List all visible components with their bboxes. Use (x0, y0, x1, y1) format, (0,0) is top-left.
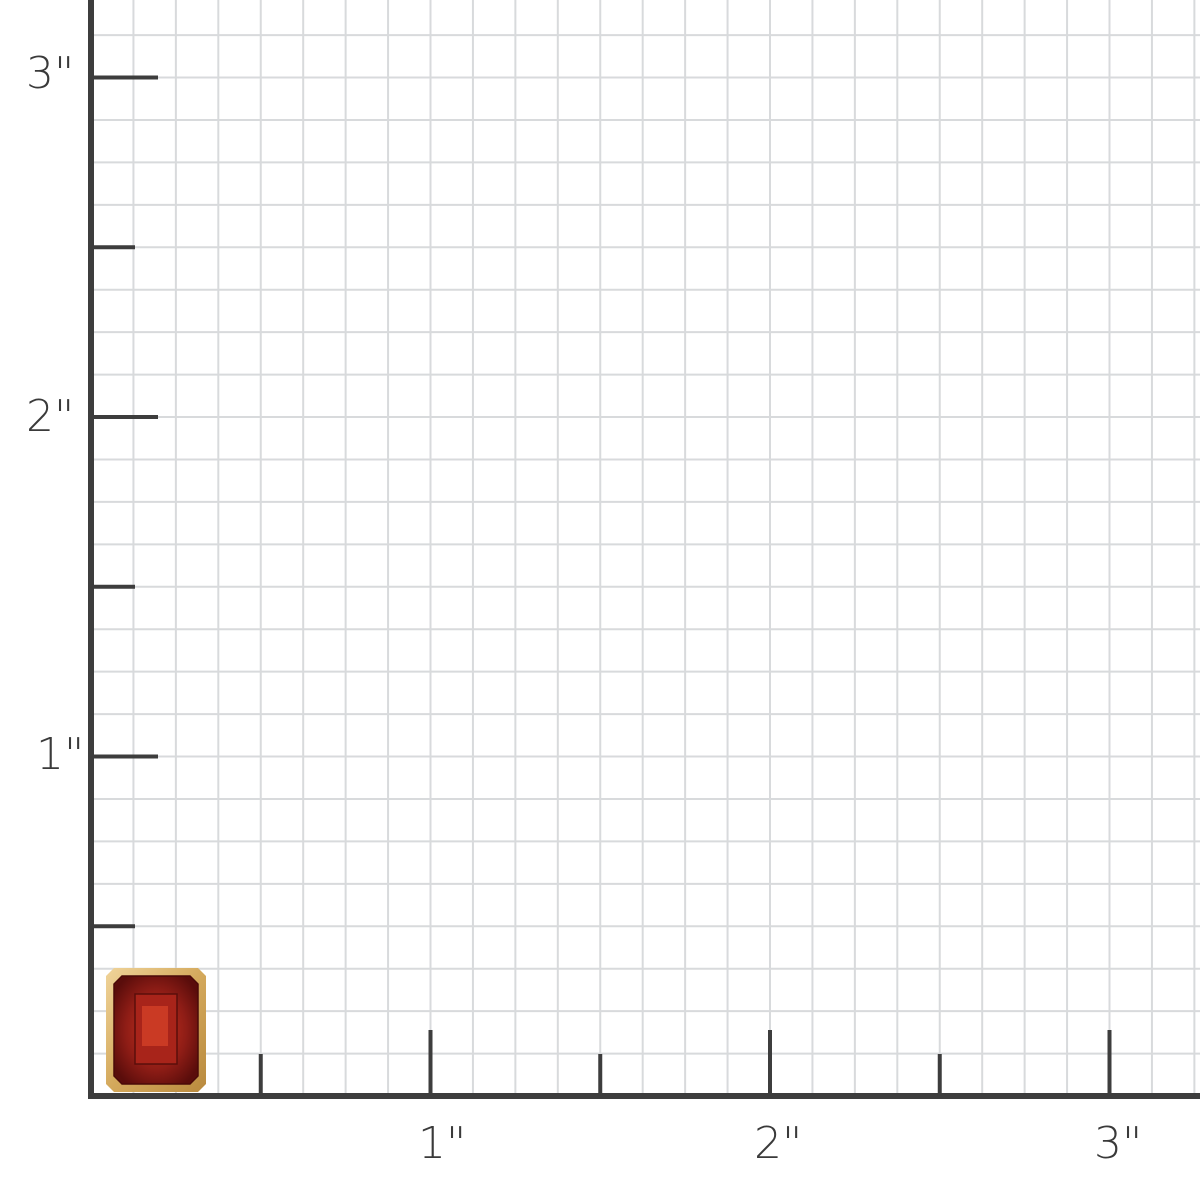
y-label-2in: 2" (26, 391, 75, 442)
y-label-3in: 3" (26, 48, 75, 99)
x-label-1in: 1" (418, 1118, 467, 1169)
x-label-3in: 3" (1094, 1118, 1143, 1169)
y-label-1in: 1" (36, 729, 85, 780)
x-label-2in: 2" (754, 1118, 803, 1169)
stone-highlight (142, 1006, 168, 1046)
